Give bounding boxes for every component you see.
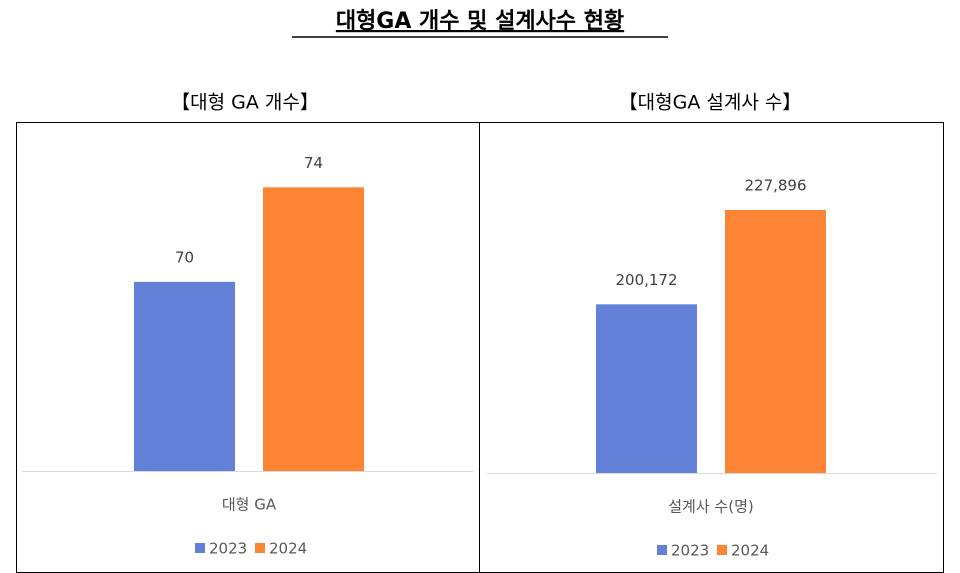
value-label: 70 (175, 248, 194, 266)
chart-title: 【대형 GA 개수】 (171, 92, 319, 114)
value-label: 200,172 (615, 271, 677, 289)
legend-swatch (255, 543, 265, 553)
bar (263, 187, 364, 472)
bar (596, 304, 697, 473)
legend-label: 2024 (269, 540, 307, 558)
bar (134, 281, 235, 471)
value-label: 227,896 (744, 177, 806, 195)
legend-swatch (717, 545, 727, 555)
legend-swatch (657, 545, 667, 555)
legend-label: 2023 (209, 540, 247, 558)
x-tick-label: 대형 GA (222, 496, 277, 514)
legend-label: 2024 (731, 542, 769, 560)
legend-label: 2023 (671, 542, 709, 560)
page-title: 대형GA 개수 및 설계사수 현황 (336, 9, 624, 34)
legend-swatch (195, 543, 205, 553)
bar (725, 210, 826, 473)
value-label: 74 (304, 154, 323, 172)
x-tick-label: 설계사 수(명) (668, 498, 753, 516)
chart-title: 【대형GA 설계사 수】 (619, 92, 802, 114)
